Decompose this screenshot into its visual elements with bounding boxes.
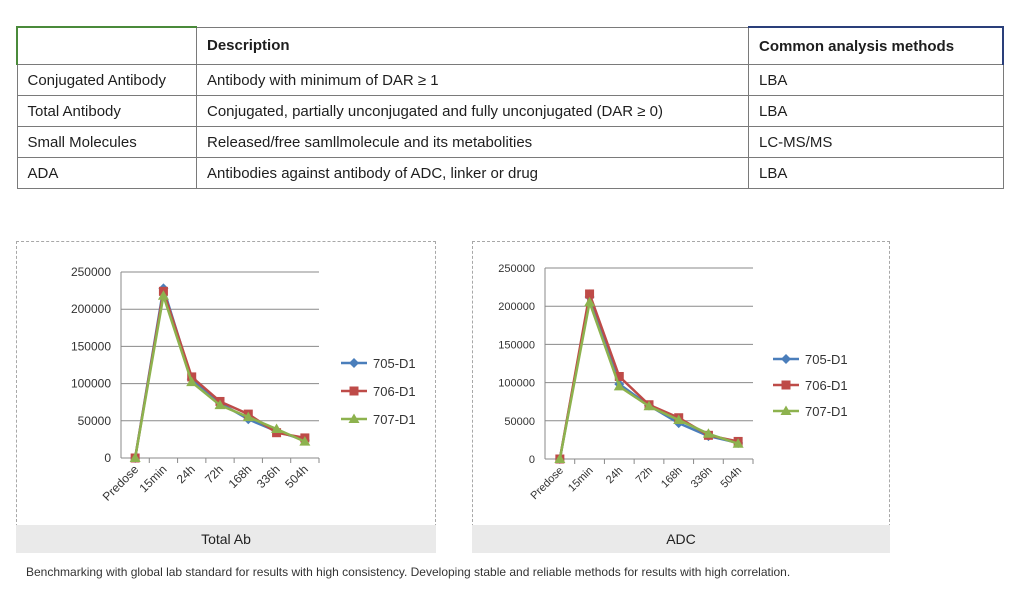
x-tick-label: 504h <box>282 462 311 491</box>
data-point-707-D1 <box>129 452 141 462</box>
table-row: ADA Antibodies against antibody of ADC, … <box>16 157 1004 189</box>
total-ab-chart-panel: 0 50000 100000 150000 200000 250000 Predose 15m… <box>16 241 436 527</box>
footnote: Benchmarking with global lab standard fo… <box>26 565 791 579</box>
data-point-707-D1 <box>554 453 566 463</box>
data-point-707-D1 <box>157 290 169 300</box>
legend-label: 705-D1 <box>373 356 416 371</box>
analysis-table: Description Common analysis methods Conj… <box>16 26 1004 189</box>
data-point-707-D1 <box>214 399 226 410</box>
x-tick-label: 168h <box>659 465 685 491</box>
x-tick-label: Predose <box>100 462 142 504</box>
x-tick-label: Predose <box>529 465 566 502</box>
table-cell-method: LBA <box>748 157 1004 189</box>
y-tick-label: 0 <box>529 454 535 466</box>
table-cell-analyte: Total Antibody <box>16 95 197 127</box>
legend-label: 707-D1 <box>373 412 416 427</box>
data-point-707-D1 <box>673 414 685 425</box>
table-cell-description: Antibodies against antibody of ADC, link… <box>196 157 749 189</box>
data-point-707-D1 <box>643 400 655 411</box>
legend-label: 707-D1 <box>805 404 848 419</box>
table-row: Small Molecules Released/free samllmolec… <box>16 126 1004 158</box>
adc-chart-title: ADC <box>472 525 890 553</box>
x-tick-label: 15min <box>137 462 170 495</box>
legend-marker <box>781 354 791 364</box>
table-cell-description: Released/free samllmolecule and its meta… <box>196 126 749 158</box>
table-header-methods: Common analysis methods <box>748 26 1004 65</box>
table-header-blank <box>16 26 197 65</box>
data-point-707-D1 <box>186 376 198 387</box>
data-point-707-D1 <box>702 428 714 438</box>
adc-chart: 0 50000 100000 150000 200000 250000 Predose 15m… <box>498 263 848 502</box>
table-cell-method: LBA <box>748 64 1004 96</box>
x-tick-label: 24h <box>604 465 625 486</box>
table-cell-description: Conjugated, partially unconjugated and f… <box>196 95 749 127</box>
table-cell-analyte: Conjugated Antibody <box>16 64 197 96</box>
y-tick-label: 150000 <box>71 339 111 353</box>
y-tick-label: 100000 <box>498 378 535 390</box>
data-point-707-D1 <box>584 296 596 307</box>
y-tick-label: 250000 <box>498 263 535 275</box>
legend-marker <box>780 405 792 415</box>
data-point-707-D1 <box>732 438 744 448</box>
y-tick-label: 150000 <box>498 339 535 351</box>
x-tick-label: 504h <box>718 465 744 491</box>
x-tick-label: 72h <box>634 465 655 486</box>
data-point-707-D1 <box>613 380 625 391</box>
adc-chart-panel: 0 50000 100000 150000 200000 250000 Predose 15m… <box>472 241 890 527</box>
legend-marker <box>781 380 791 390</box>
y-tick-label: 50000 <box>504 416 535 428</box>
y-tick-label: 0 <box>104 451 111 465</box>
x-tick-label: 336h <box>689 465 715 491</box>
table-cell-method: LBA <box>748 95 1004 127</box>
legend-marker <box>349 386 359 396</box>
legend-marker <box>348 413 360 423</box>
y-tick-label: 200000 <box>71 302 111 316</box>
y-tick-label: 250000 <box>71 265 111 279</box>
total-ab-chart-title: Total Ab <box>16 525 436 553</box>
x-tick-label: 24h <box>174 462 198 486</box>
x-tick-label: 168h <box>226 462 255 491</box>
table-cell-description: Antibody with minimum of DAR ≥ 1 <box>196 64 749 96</box>
table-header-row: Description Common analysis methods <box>16 26 1004 65</box>
x-tick-label: 72h <box>202 462 226 486</box>
table-cell-analyte: Small Molecules <box>16 126 197 158</box>
legend-marker <box>349 358 359 368</box>
data-point-707-D1 <box>242 411 254 422</box>
table-cell-analyte: ADA <box>16 157 197 189</box>
table-cell-method: LC-MS/MS <box>748 126 1004 158</box>
legend-label: 705-D1 <box>805 352 848 367</box>
data-point-707-D1 <box>299 436 311 446</box>
table-row: Total Antibody Conjugated, partially unc… <box>16 95 1004 127</box>
total-ab-chart: 0 50000 100000 150000 200000 250000 Predose15m… <box>71 265 416 504</box>
table-header-description: Description <box>196 26 749 65</box>
data-point-706-D1 <box>614 371 624 381</box>
x-tick-label: 336h <box>254 462 283 491</box>
x-tick-label: 15min <box>566 465 596 495</box>
legend-label: 706-D1 <box>805 378 848 393</box>
y-tick-label: 200000 <box>498 301 535 313</box>
data-point-707-D1 <box>271 423 283 433</box>
data-point-706-D1 <box>585 289 595 299</box>
y-tick-label: 50000 <box>78 414 112 428</box>
y-tick-label: 100000 <box>71 377 111 391</box>
table-row: Conjugated Antibody Antibody with minimu… <box>16 64 1004 96</box>
legend-label: 706-D1 <box>373 384 416 399</box>
